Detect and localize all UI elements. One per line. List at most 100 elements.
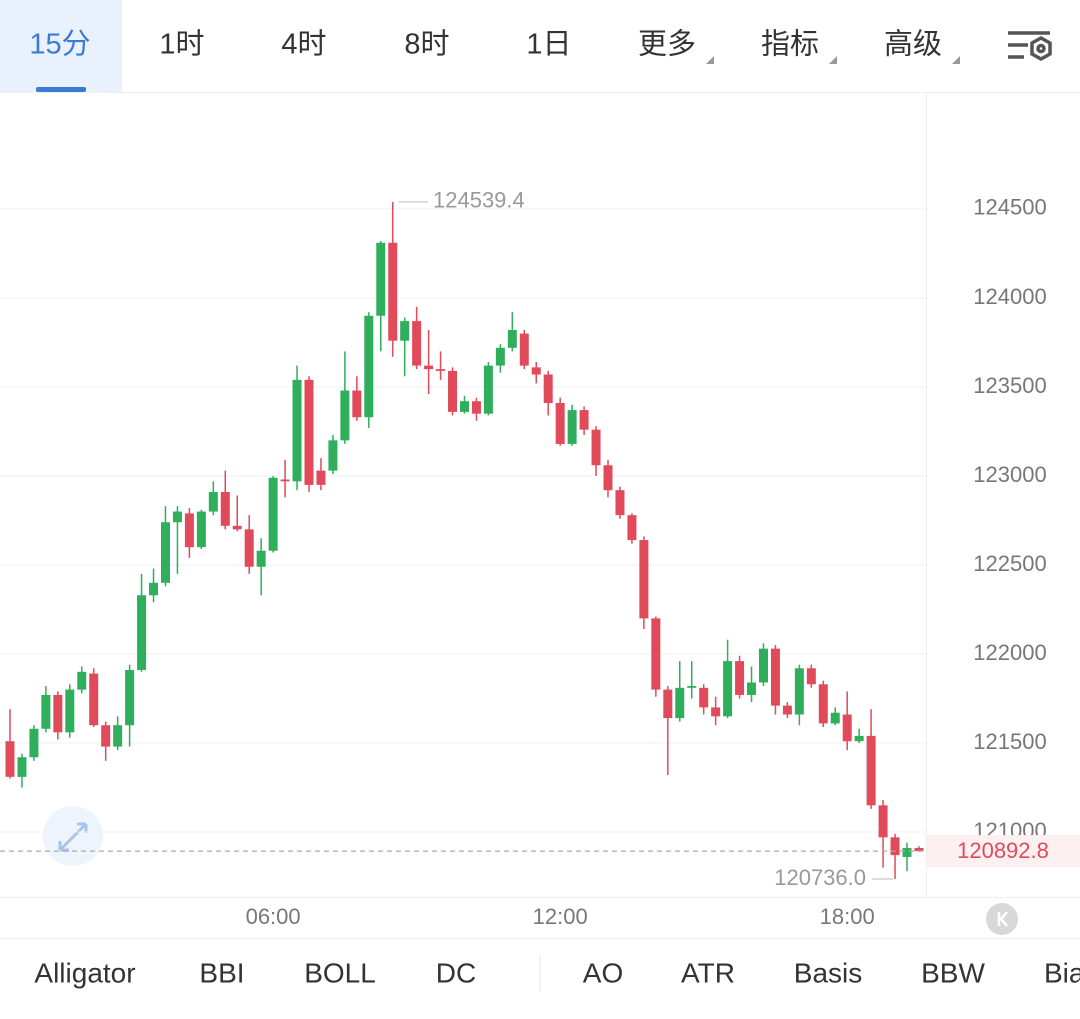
candle-body (244, 529, 254, 567)
candle-body (208, 491, 218, 512)
candle-body (29, 728, 39, 758)
candle-body (890, 837, 900, 856)
candle-body (436, 369, 446, 371)
candle-body (400, 321, 410, 341)
candle-body (172, 511, 182, 523)
candle-body (699, 687, 709, 708)
candle-body (364, 315, 374, 418)
candle-body (842, 714, 852, 742)
scroll-to-latest-button[interactable] (986, 903, 1018, 935)
candle-body (268, 477, 278, 551)
candle-body (352, 390, 362, 418)
candle-body (531, 367, 541, 375)
candle-body (723, 661, 733, 717)
candle-body (220, 491, 230, 526)
indicator-tab[interactable]: Basis (794, 957, 862, 988)
dropdown-caret (952, 56, 960, 64)
candle-body (412, 321, 422, 366)
indicator-tab[interactable]: BBW (921, 957, 985, 988)
indicator-tab[interactable]: BOLL (304, 957, 376, 988)
candle-body (304, 379, 314, 485)
candle-body (543, 374, 553, 403)
candle-body (113, 725, 123, 747)
candle-body (17, 757, 27, 777)
candle-body (639, 540, 649, 619)
timeframe-tab[interactable]: 高级 (884, 28, 942, 61)
timeframe-tab[interactable]: 指标 (761, 28, 819, 61)
candle-body (316, 470, 326, 485)
y-tick-label: 123500 (973, 373, 1046, 398)
indicator-tab[interactable]: DC (436, 957, 476, 988)
active-tab-indicator (36, 87, 86, 92)
candle-body (711, 707, 721, 717)
dropdown-caret (829, 56, 837, 64)
timeframe-tab[interactable]: 8时 (404, 28, 449, 61)
candle-body (448, 370, 458, 412)
timeframe-tab[interactable]: 1日 (526, 29, 571, 61)
candle-body (747, 682, 757, 695)
timeframe-tab[interactable]: 15分 (29, 29, 90, 61)
y-tick-label: 123000 (973, 462, 1046, 487)
x-tick-label: 18:00 (820, 904, 875, 929)
x-tick-label: 12:00 (533, 904, 588, 929)
max-label: 124539.4 (433, 188, 525, 213)
candle-body (149, 582, 159, 596)
dropdown-caret (706, 56, 714, 64)
candle-body (495, 347, 505, 366)
active-tab-bg (0, 0, 122, 92)
candle-body (232, 525, 242, 530)
y-tick-label: 122000 (973, 640, 1046, 665)
candle-body (5, 741, 15, 777)
candle-body (794, 668, 804, 715)
candle-body (878, 805, 888, 838)
candle-body (280, 479, 290, 482)
candle-body (459, 401, 469, 412)
last-price-box (927, 835, 1080, 868)
candle-body (770, 648, 780, 706)
candle-body (196, 511, 206, 548)
candle-body (818, 684, 828, 724)
timeframe-tab[interactable]: 更多 (638, 28, 696, 61)
candle-body (806, 668, 816, 685)
candle-body (328, 440, 338, 471)
candle-body (651, 618, 661, 690)
candle-body (292, 379, 302, 482)
candle-body (866, 735, 876, 806)
indicator-tab[interactable]: BBI (199, 957, 244, 988)
candle-body (591, 429, 601, 466)
indicator-tab[interactable]: Bias (1044, 957, 1080, 988)
x-tick-label: 06:00 (246, 904, 301, 929)
candle-body (579, 410, 589, 430)
candle-body (41, 694, 51, 729)
expand-button[interactable] (43, 806, 103, 866)
timeframe-tab[interactable]: 1时 (159, 28, 204, 61)
candle-body (663, 689, 673, 719)
indicator-tab[interactable]: ATR (681, 957, 735, 988)
candle-body (65, 689, 75, 733)
candle-body (914, 848, 924, 852)
indicator-tab[interactable]: AO (583, 957, 623, 988)
candle-body (567, 410, 577, 444)
candle-body (627, 515, 637, 541)
candle-body (77, 671, 87, 690)
candle-body (854, 735, 864, 742)
candle-body (101, 725, 111, 747)
candle-body (782, 705, 792, 715)
candle-body (735, 661, 745, 695)
candle-body (125, 670, 135, 726)
candle-body (675, 687, 685, 719)
timeframe-tab[interactable]: 4时 (281, 28, 326, 61)
candle-body (256, 550, 266, 567)
candle-body (687, 686, 697, 688)
indicator-tab[interactable]: Alligator (34, 957, 135, 988)
min-label: 120736.0 (774, 865, 866, 890)
y-tick-label: 124000 (973, 284, 1046, 309)
candle-body (184, 513, 194, 548)
settings-icon[interactable] (1008, 31, 1052, 62)
y-tick-label: 124500 (973, 195, 1046, 220)
candle-body (53, 694, 63, 733)
candle-body (507, 329, 517, 348)
candle-body (830, 712, 840, 724)
